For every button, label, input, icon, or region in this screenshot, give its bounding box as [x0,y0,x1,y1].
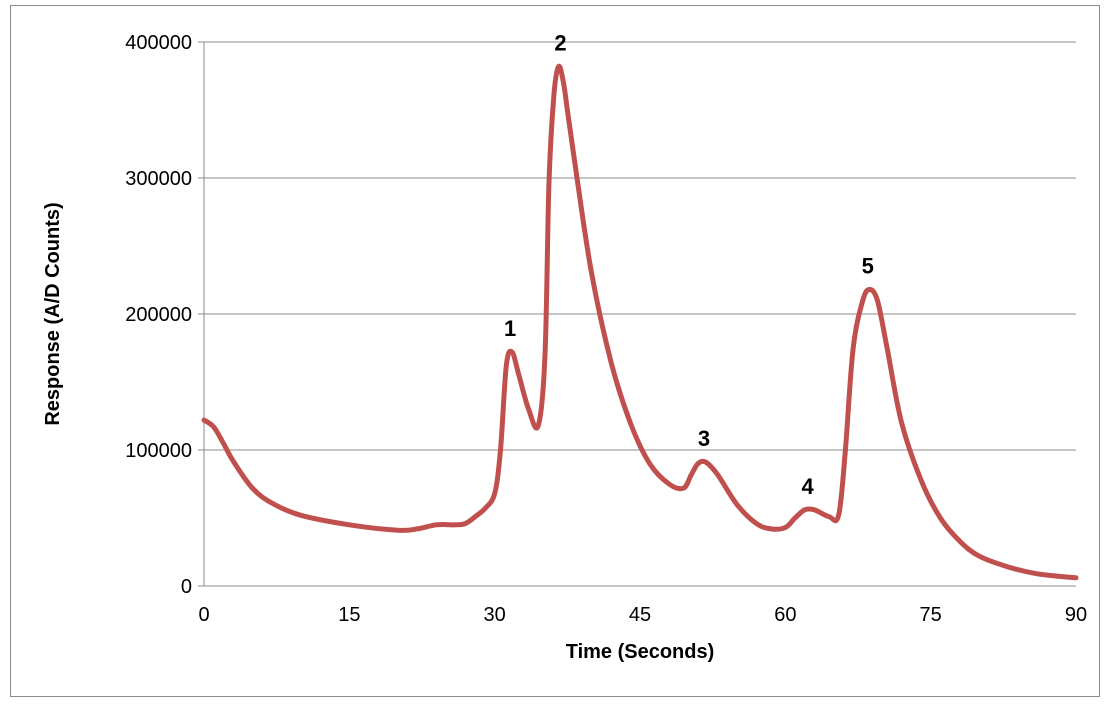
y-tick-labels: 0 100000 200000 300000 400000 [125,32,192,598]
chart-frame: 0 100000 200000 300000 400000 0 15 30 45 60 75 90 … [10,5,1100,697]
y-axis-title: Response (A/D Counts) [42,202,64,425]
y-tick-label: 300000 [125,168,192,190]
x-tick-label: 90 [1065,604,1087,626]
y-tick-label: 200000 [125,304,192,326]
x-tick-label: 75 [920,604,942,626]
peak-label-2: 2 [554,30,566,55]
x-axis-title: Time (Seconds) [566,641,715,663]
x-tick-label: 15 [338,604,360,626]
x-tick-label: 30 [484,604,506,626]
x-tick-label: 0 [198,604,209,626]
series [201,63,1079,581]
y-tick-label: 0 [181,576,192,598]
y-tick-label: 400000 [125,32,192,54]
peak-label-4: 4 [801,474,814,499]
peak-label-1: 1 [504,316,516,341]
peak-label-5: 5 [862,254,874,279]
peak-label-3: 3 [698,426,710,451]
x-tick-labels: 0 15 30 45 60 75 90 [198,604,1087,626]
axes [198,41,1076,587]
series-line-0 [201,63,1079,581]
x-tick-label: 45 [629,604,651,626]
x-tick-label: 60 [774,604,796,626]
peak-annotations: 1 2 3 4 5 [504,30,874,498]
gridlines [204,41,1076,451]
y-tick-label: 100000 [125,440,192,462]
